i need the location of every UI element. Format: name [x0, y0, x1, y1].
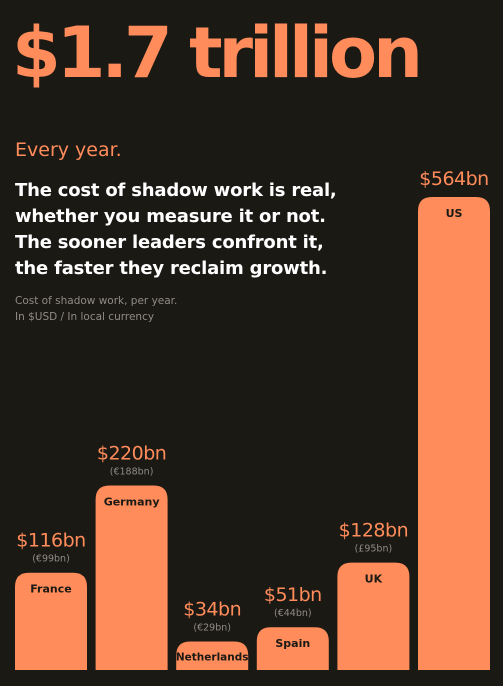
category-label-uk: UK	[365, 573, 383, 586]
category-label-us: US	[446, 207, 463, 220]
body-text: The cost of shadow work is real, whether…	[15, 180, 337, 279]
local-currency-label-germany: (€188bn)	[110, 466, 154, 477]
local-currency-label-uk: (£95bn)	[355, 544, 393, 555]
bar-germany	[95, 485, 168, 670]
category-label-netherlands: Netherlands	[176, 652, 249, 664]
local-currency-label-france: (€99bn)	[32, 554, 70, 565]
category-label-france: France	[30, 583, 71, 596]
bar-netherlands	[176, 641, 249, 670]
chart-note-line-2: In $USD / In local currency	[15, 311, 155, 323]
local-currency-label-spain: (€44bn)	[274, 608, 312, 619]
value-label-germany: $220bn	[97, 442, 166, 464]
value-label-netherlands: $34bn	[183, 598, 241, 620]
bar-uk	[337, 562, 410, 670]
bar-spain	[256, 627, 329, 670]
value-label-spain: $51bn	[264, 584, 322, 606]
chart-note: Cost of shadow work, per year. In $USD /…	[15, 293, 265, 325]
local-currency-label-netherlands: (€29bn)	[193, 622, 231, 633]
subhead: Every year.	[15, 139, 122, 161]
category-label-germany: Germany	[104, 495, 160, 508]
value-label-us: $564bn	[419, 168, 488, 190]
bar-france	[15, 572, 87, 670]
value-label-france: $116bn	[16, 530, 85, 552]
headline-total: $1.7 trillion	[12, 12, 423, 94]
value-label-uk: $128bn	[339, 520, 408, 542]
category-label-spain: Spain	[275, 637, 310, 650]
chart-note-line-1: Cost of shadow work, per year.	[15, 295, 178, 307]
bar-us	[418, 197, 490, 670]
